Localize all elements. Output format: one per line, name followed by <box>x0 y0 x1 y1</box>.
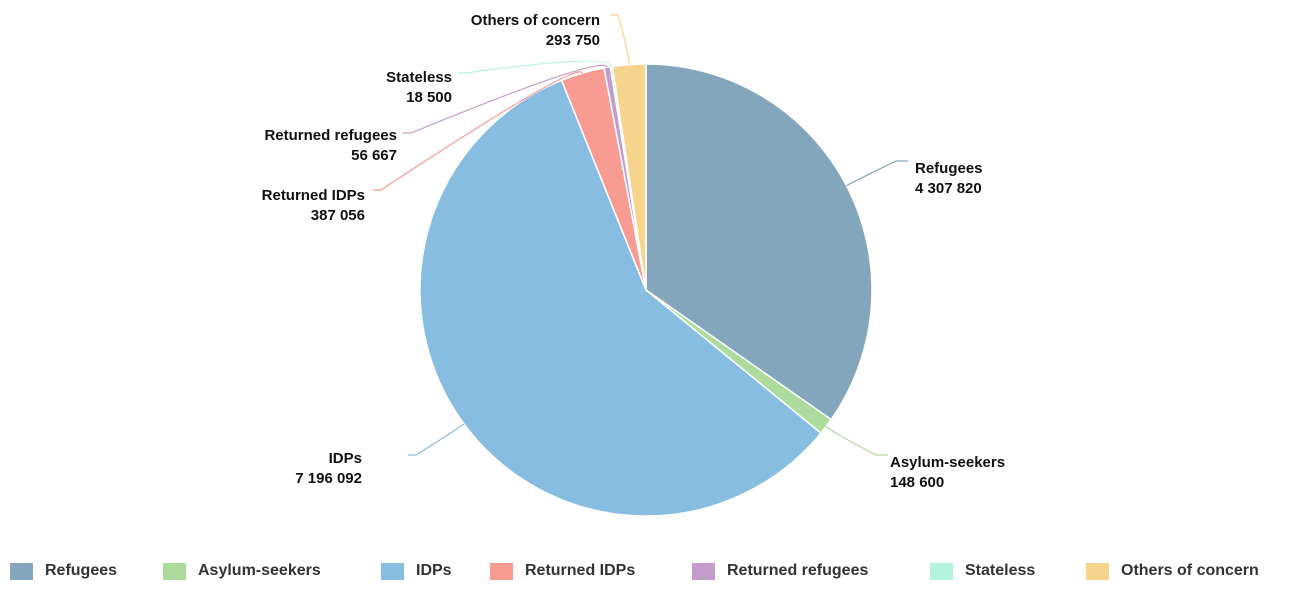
legend-label: Returned IDPs <box>525 562 636 579</box>
legend-swatch <box>163 562 186 580</box>
legend-swatch <box>692 562 715 580</box>
leader-lines <box>373 14 908 456</box>
slice-label-stateless: Stateless 18 500 <box>386 69 452 106</box>
slice-label-value: 7 196 092 <box>295 470 362 487</box>
legend-label: Returned refugees <box>727 562 869 579</box>
legend-label: Refugees <box>45 562 118 579</box>
legend-swatch <box>10 562 33 580</box>
pie-slice-others-of-concern[interactable] <box>611 63 647 291</box>
legend-item-idps[interactable]: IDPs <box>381 562 452 580</box>
legend-label: IDPs <box>416 562 452 579</box>
leader-line-refugees <box>846 160 908 187</box>
slice-label-value: 18 500 <box>406 89 452 106</box>
slice-label-name: IDPs <box>329 450 362 467</box>
legend: Refugees Asylum-seekers IDPs Returned IDPs R… <box>0 562 1300 590</box>
slice-label-value: 148 600 <box>890 474 944 491</box>
slice-label-returned-refugees: Returned refugees 56 667 <box>264 127 397 164</box>
leader-line-asylum-seekers <box>825 425 888 456</box>
legend-swatch <box>490 562 513 580</box>
slice-label-name: Refugees <box>915 160 983 177</box>
legend-swatch <box>930 562 953 580</box>
legend-item-others-of-concern[interactable]: Others of concern <box>1086 562 1259 580</box>
pie-chart: Refugees 4 307 820 Asylum-seekers 148 600 ID… <box>262 12 1005 517</box>
slice-label-name: Asylum-seekers <box>890 454 1005 471</box>
slice-label-value: 4 307 820 <box>915 180 982 197</box>
slice-label-name: Stateless <box>386 69 452 86</box>
legend-swatch <box>381 562 404 580</box>
slice-label-asylum-seekers: Asylum-seekers 148 600 <box>890 454 1005 491</box>
slice-label-idps: IDPs 7 196 092 <box>295 450 362 487</box>
legend-label: Stateless <box>965 562 1036 579</box>
slice-label-name: Others of concern <box>471 12 600 29</box>
leader-line-returned-refugees <box>403 64 608 134</box>
leader-line-stateless <box>458 60 613 74</box>
slice-labels: Refugees 4 307 820 Asylum-seekers 148 600 ID… <box>262 12 1005 491</box>
legend-item-asylum-seekers[interactable]: Asylum-seekers <box>163 562 321 580</box>
slice-label-others-of-concern: Others of concern 293 750 <box>471 12 600 49</box>
legend-swatch <box>1086 562 1109 580</box>
leader-line-returned-idps <box>373 71 584 191</box>
legend-item-refugees[interactable]: Refugees <box>10 562 117 580</box>
legend-item-stateless[interactable]: Stateless <box>930 562 1035 580</box>
slice-label-value: 56 667 <box>351 147 397 164</box>
slice-label-name: Returned refugees <box>264 127 397 144</box>
legend-item-returned-refugees[interactable]: Returned refugees <box>692 562 868 580</box>
leader-line-idps <box>408 423 465 456</box>
pie-slice-refugees[interactable] <box>645 63 873 421</box>
slice-label-value: 293 750 <box>546 32 600 49</box>
slice-label-value: 387 056 <box>311 207 365 224</box>
slice-label-name: Returned IDPs <box>262 187 365 204</box>
legend-label: Asylum-seekers <box>198 562 321 579</box>
slice-label-refugees: Refugees 4 307 820 <box>915 160 983 197</box>
pie-slices <box>419 63 873 517</box>
legend-item-returned-idps[interactable]: Returned IDPs <box>490 562 635 580</box>
legend-label: Others of concern <box>1121 562 1259 579</box>
slice-label-returned-idps: Returned IDPs 387 056 <box>262 187 365 224</box>
leader-line-others-of-concern <box>610 14 630 65</box>
